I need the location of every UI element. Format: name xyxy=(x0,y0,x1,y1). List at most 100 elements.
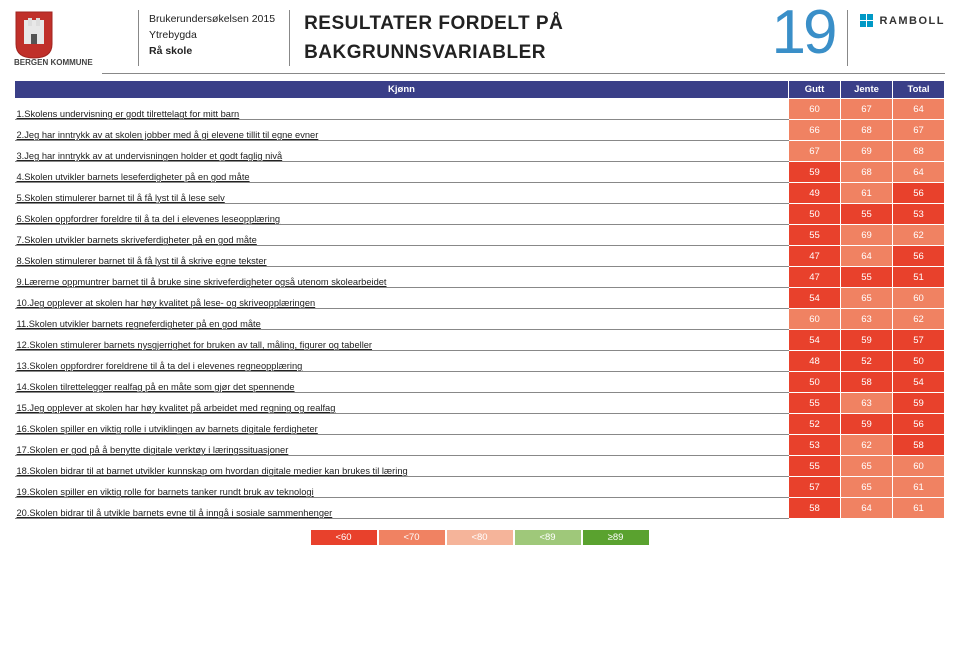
col-header-1: Jente xyxy=(841,81,893,99)
value-cell: 69 xyxy=(841,225,893,246)
value-cell: 57 xyxy=(893,330,945,351)
question-cell: 5.Skolen stimulerer barnet til å få lyst… xyxy=(15,183,789,204)
results-table: Kjønn Gutt Jente Total 1.Skolens undervi… xyxy=(14,80,945,519)
value-cell: 50 xyxy=(893,351,945,372)
table-row: 17.Skolen er god på å benytte digitale v… xyxy=(15,435,945,456)
value-cell: 56 xyxy=(893,183,945,204)
survey-name: Brukerundersøkelsen 2015 xyxy=(149,12,275,28)
table-row: 1.Skolens undervisning er godt tilrettel… xyxy=(15,99,945,120)
value-cell: 69 xyxy=(841,141,893,162)
value-cell: 59 xyxy=(789,162,841,183)
color-scale-legend: <60<70<80<89≥89 xyxy=(310,529,650,546)
value-cell: 55 xyxy=(841,267,893,288)
value-cell: 58 xyxy=(893,435,945,456)
table-row: 2.Jeg har inntrykk av at skolen jobber m… xyxy=(15,120,945,141)
value-cell: 67 xyxy=(893,120,945,141)
value-cell: 68 xyxy=(893,141,945,162)
table-row: 10.Jeg opplever at skolen har høy kvalit… xyxy=(15,288,945,309)
value-cell: 52 xyxy=(841,351,893,372)
value-cell: 47 xyxy=(789,267,841,288)
value-cell: 56 xyxy=(893,414,945,435)
page-title: RESULTATER FORDELT PÅ BAKGRUNNSVARIABLER xyxy=(304,10,771,67)
value-cell: 67 xyxy=(841,99,893,120)
value-cell: 51 xyxy=(893,267,945,288)
value-cell: 62 xyxy=(893,225,945,246)
col-header-0: Gutt xyxy=(789,81,841,99)
value-cell: 65 xyxy=(841,456,893,477)
legend-band: <70 xyxy=(378,529,446,546)
value-cell: 60 xyxy=(893,456,945,477)
legend-band: ≥89 xyxy=(582,529,650,546)
value-cell: 55 xyxy=(789,456,841,477)
value-cell: 48 xyxy=(789,351,841,372)
question-cell: 19.Skolen spiller en viktig rolle for ba… xyxy=(15,477,789,498)
value-cell: 53 xyxy=(789,435,841,456)
brand-squares-icon xyxy=(860,14,873,27)
brand-text: RAMBOLL xyxy=(880,15,946,27)
value-cell: 61 xyxy=(841,183,893,204)
question-cell: 12.Skolen stimulerer barnets nysgjerrigh… xyxy=(15,330,789,351)
legend-band: <80 xyxy=(446,529,514,546)
value-cell: 53 xyxy=(893,204,945,225)
table-row: 14.Skolen tilrettelegger realfag på en m… xyxy=(15,372,945,393)
table-row: 15.Jeg opplever at skolen har høy kvalit… xyxy=(15,393,945,414)
value-cell: 50 xyxy=(789,372,841,393)
municipality-crest-icon xyxy=(14,10,54,60)
page-number: 19 xyxy=(772,8,835,58)
value-cell: 65 xyxy=(841,288,893,309)
school-name: Rå skole xyxy=(149,44,275,60)
district-name: Ytrebygda xyxy=(149,28,275,44)
value-cell: 54 xyxy=(893,372,945,393)
value-cell: 66 xyxy=(789,120,841,141)
title-line-2: BAKGRUNNSVARIABLER xyxy=(304,42,546,63)
table-row: 16.Skolen spiller en viktig rolle i utvi… xyxy=(15,414,945,435)
table-row: 6.Skolen oppfordrer foreldre til å ta de… xyxy=(15,204,945,225)
value-cell: 64 xyxy=(893,99,945,120)
question-cell: 7.Skolen utvikler barnets skriveferdighe… xyxy=(15,225,789,246)
question-cell: 16.Skolen spiller en viktig rolle i utvi… xyxy=(15,414,789,435)
question-cell: 9.Lærerne oppmuntrer barnet til å bruke … xyxy=(15,267,789,288)
value-cell: 65 xyxy=(841,477,893,498)
value-cell: 59 xyxy=(893,393,945,414)
table-row: 8.Skolen stimulerer barnet til å få lyst… xyxy=(15,246,945,267)
value-cell: 68 xyxy=(841,120,893,141)
page-header: BERGEN KOMMUNE Brukerundersøkelsen 2015 … xyxy=(0,0,959,67)
table-row: 12.Skolen stimulerer barnets nysgjerrigh… xyxy=(15,330,945,351)
value-cell: 59 xyxy=(841,330,893,351)
value-cell: 62 xyxy=(841,435,893,456)
value-cell: 55 xyxy=(789,393,841,414)
question-cell: 6.Skolen oppfordrer foreldre til å ta de… xyxy=(15,204,789,225)
question-cell: 14.Skolen tilrettelegger realfag på en m… xyxy=(15,372,789,393)
value-cell: 62 xyxy=(893,309,945,330)
value-cell: 56 xyxy=(893,246,945,267)
value-cell: 55 xyxy=(789,225,841,246)
value-cell: 61 xyxy=(893,477,945,498)
value-cell: 47 xyxy=(789,246,841,267)
table-row: 4.Skolen utvikler barnets leseferdighete… xyxy=(15,162,945,183)
value-cell: 68 xyxy=(841,162,893,183)
value-cell: 64 xyxy=(893,162,945,183)
value-cell: 57 xyxy=(789,477,841,498)
header-divider-3 xyxy=(847,10,848,66)
value-cell: 67 xyxy=(789,141,841,162)
question-cell: 8.Skolen stimulerer barnet til å få lyst… xyxy=(15,246,789,267)
table-row: 7.Skolen utvikler barnets skriveferdighe… xyxy=(15,225,945,246)
value-cell: 60 xyxy=(789,99,841,120)
header-divider-1 xyxy=(138,10,139,66)
table-row: 19.Skolen spiller en viktig rolle for ba… xyxy=(15,477,945,498)
value-cell: 63 xyxy=(841,393,893,414)
question-cell: 18.Skolen bidrar til at barnet utvikler … xyxy=(15,456,789,477)
value-cell: 55 xyxy=(841,204,893,225)
value-cell: 58 xyxy=(841,372,893,393)
question-cell: 2.Jeg har inntrykk av at skolen jobber m… xyxy=(15,120,789,141)
value-cell: 63 xyxy=(841,309,893,330)
question-cell: 17.Skolen er god på å benytte digitale v… xyxy=(15,435,789,456)
table-row: 13.Skolen oppfordrer foreldrene til å ta… xyxy=(15,351,945,372)
question-cell: 15.Jeg opplever at skolen har høy kvalit… xyxy=(15,393,789,414)
header-rule xyxy=(102,73,945,74)
question-cell: 11.Skolen utvikler barnets regneferdighe… xyxy=(15,309,789,330)
col-header-2: Total xyxy=(893,81,945,99)
value-cell: 60 xyxy=(789,309,841,330)
value-cell: 61 xyxy=(893,498,945,519)
value-cell: 59 xyxy=(841,414,893,435)
